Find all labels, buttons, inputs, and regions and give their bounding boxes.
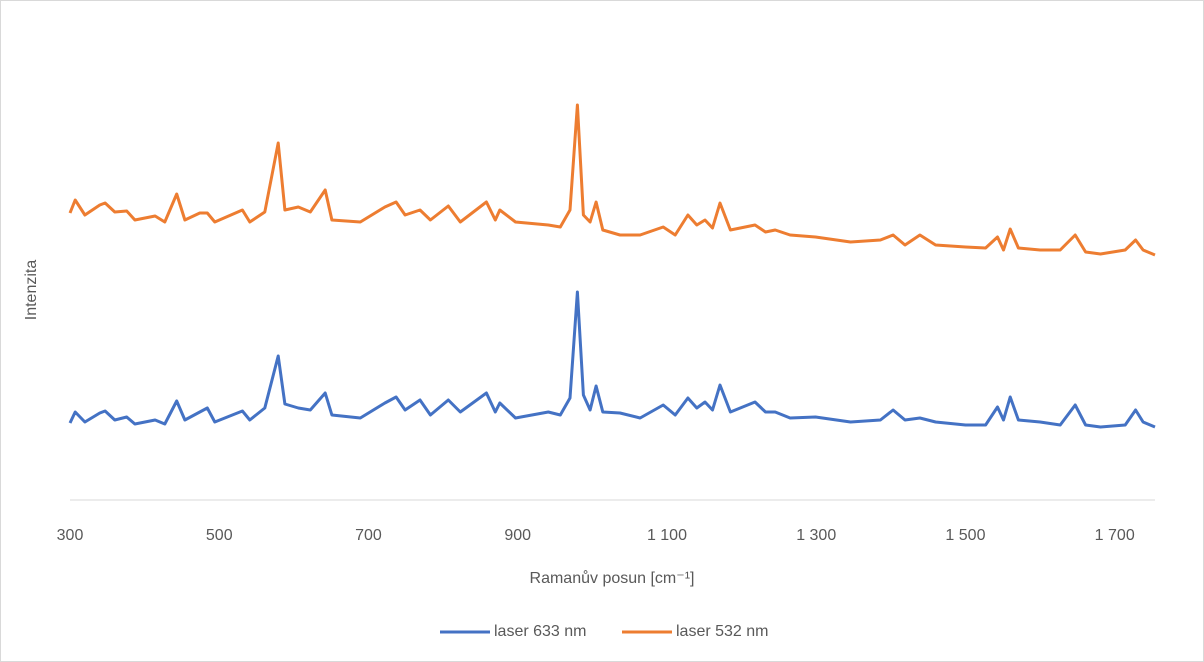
series-line	[68, 290, 1156, 429]
x-tick-label: 1 700	[1095, 527, 1135, 544]
x-tick-label: 500	[206, 527, 233, 544]
series-line	[68, 103, 1156, 257]
x-tick-label: 1 300	[796, 527, 836, 544]
x-tick-label: 1 100	[647, 527, 687, 544]
x-tick-label: 1 500	[945, 527, 985, 544]
x-tick-label: 300	[57, 527, 84, 544]
legend-label: laser 633 nm	[494, 623, 587, 640]
y-axis-label: Intenzita	[23, 260, 40, 321]
x-axis-label: Ramanův posun [cm⁻¹]	[530, 569, 695, 587]
legend-label: laser 532 nm	[676, 623, 769, 640]
x-tick-label: 700	[355, 527, 382, 544]
x-tick-label: 900	[504, 527, 531, 544]
